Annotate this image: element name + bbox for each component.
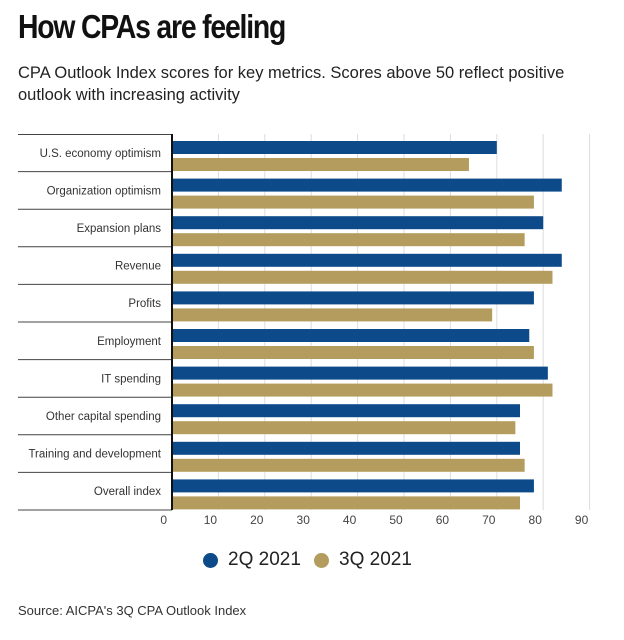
bar-1 (172, 141, 497, 154)
x-tick-label: 60 (436, 513, 450, 527)
source-note: Source: AICPA's 3Q CPA Outlook Index (18, 603, 247, 618)
bar-1 (172, 216, 544, 230)
x-tick-label: 30 (297, 513, 311, 527)
category-label: Profits (128, 298, 161, 310)
x-tick-label: 50 (389, 513, 403, 527)
bar-2 (172, 270, 553, 284)
legend-label-series-2: 3Q 2021 (339, 549, 412, 570)
x-tick-label: 40 (343, 513, 357, 527)
bar-2 (172, 458, 525, 472)
x-tick-label: 70 (482, 513, 496, 527)
legend-swatch-series-1 (203, 552, 218, 568)
category-label: Other capital spending (46, 411, 161, 423)
bar-2 (172, 308, 493, 322)
chart-title: How CPAs are feeling (18, 8, 286, 45)
bar-1 (172, 291, 534, 305)
bar-1 (172, 441, 520, 455)
bar-1 (172, 329, 530, 342)
bar-1 (172, 479, 534, 493)
chart-subtitle: CPA Outlook Index scores for key metrics… (18, 64, 565, 104)
category-label: Training and development (28, 449, 161, 461)
bar-2 (172, 158, 469, 171)
category-label: Revenue (115, 261, 161, 273)
bar-2 (172, 383, 553, 397)
bar-2 (172, 346, 534, 359)
bar-1 (172, 253, 562, 267)
x-tick-label: 20 (250, 513, 264, 527)
bar-2 (172, 195, 534, 209)
legend-item-series-2: 3Q 2021 (314, 549, 412, 571)
category-label: Overall index (94, 486, 161, 498)
category-label: Organization optimism (47, 185, 161, 197)
x-tick-label: 10 (204, 513, 218, 527)
category-label: Expansion plans (77, 223, 162, 235)
legend-item-series-1: 2Q 2021 (203, 549, 301, 571)
x-tick-label: 90 (575, 513, 589, 527)
category-label: IT spending (101, 373, 161, 385)
legend-swatch-series-2 (314, 552, 329, 568)
bar-1 (172, 404, 520, 418)
bar-2 (172, 421, 516, 435)
bar-2 (172, 233, 525, 247)
x-tick-label: 80 (529, 513, 543, 527)
bar-2 (172, 496, 520, 510)
x-tick-label: 0 (160, 513, 167, 527)
category-label: U.S. economy optimism (40, 148, 161, 160)
category-label: Employment (97, 336, 162, 348)
bar-1 (172, 178, 562, 192)
bar-1 (172, 366, 548, 380)
chart-legend: 2Q 2021 3Q 2021 (0, 549, 624, 575)
legend-label-series-1: 2Q 2021 (228, 549, 301, 570)
bar-chart: U.S. economy optimism Organization optimi… (18, 134, 591, 527)
